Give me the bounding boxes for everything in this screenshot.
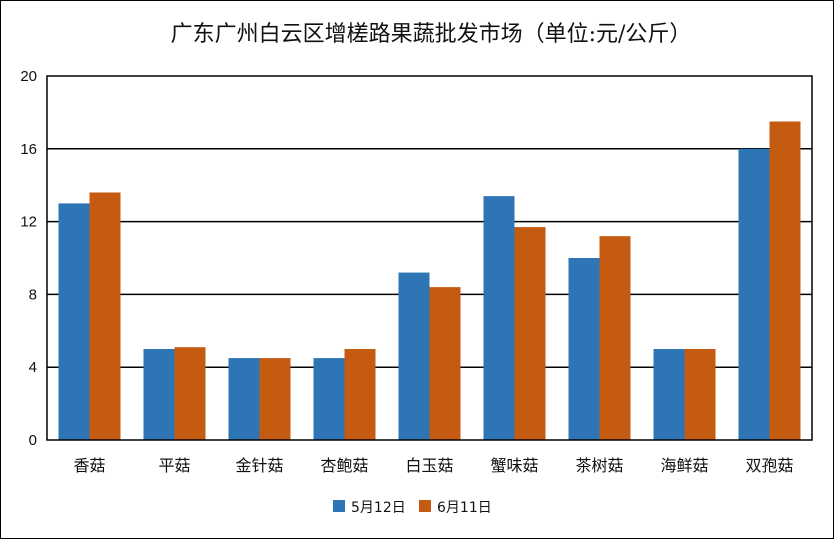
bar-series-1: [228, 358, 260, 440]
x-category-label: 白玉菇: [405, 456, 453, 475]
bars: [58, 121, 801, 441]
bar-series-2: [599, 236, 631, 440]
bar-series-1: [483, 196, 515, 440]
y-axis-ticks: 0 4 8 12 16 20: [20, 68, 37, 449]
legend-swatch-series-1: [333, 500, 345, 512]
y-tick-label: 0: [29, 432, 37, 449]
bar-series-1: [143, 349, 175, 440]
x-category-label: 蟹味菇: [490, 456, 538, 475]
chart-title: 广东广州白云区增槎路果蔬批发市场（单位:元/公斤）: [171, 22, 692, 47]
y-tick-label: 4: [29, 359, 37, 376]
y-tick-label: 8: [29, 286, 37, 303]
bar-series-2: [769, 121, 801, 440]
bar-series-2: [514, 227, 546, 440]
x-category-label: 平菇: [158, 456, 190, 475]
x-category-label: 香菇: [73, 456, 105, 475]
bar-series-1: [398, 272, 430, 440]
bar-series-1: [653, 349, 685, 440]
bar-series-2: [429, 287, 461, 440]
legend-label-series-2: 6月11日: [437, 500, 492, 516]
bar-series-1: [738, 148, 770, 441]
x-category-label: 海鲜菇: [660, 456, 708, 475]
bar-series-2: [174, 347, 206, 440]
legend: 5月12日 6月11日: [333, 500, 492, 516]
bar-series-2: [684, 349, 716, 440]
y-tick-label: 16: [20, 141, 37, 158]
legend-label-series-1: 5月12日: [351, 500, 406, 516]
x-category-label: 金针菇: [235, 456, 283, 475]
y-tick-label: 12: [20, 214, 37, 231]
x-category-label: 茶树菇: [575, 456, 623, 475]
bar-series-1: [313, 358, 345, 440]
x-category-label: 杏鲍菇: [320, 456, 368, 475]
bar-series-2: [259, 358, 291, 440]
x-axis-categories: 香菇 平菇 金针菇 杏鲍菇 白玉菇 蟹味菇 茶树菇 海鲜菇 双孢菇: [73, 456, 793, 475]
x-category-label: 双孢菇: [745, 456, 793, 475]
bar-series-1: [58, 203, 90, 440]
bar-series-2: [89, 192, 121, 440]
bar-series-2: [344, 349, 376, 440]
plot-area-border: [46, 75, 813, 441]
y-tick-label: 20: [20, 68, 37, 85]
legend-swatch-series-2: [419, 500, 431, 512]
bar-series-1: [568, 258, 600, 440]
